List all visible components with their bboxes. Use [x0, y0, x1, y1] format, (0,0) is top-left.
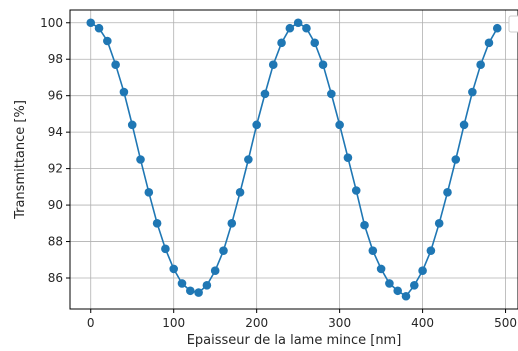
x-tick-label: 100	[162, 316, 185, 330]
data-point	[434, 219, 444, 228]
data-point	[136, 155, 145, 164]
data-point	[401, 291, 411, 301]
series-line	[90, 21, 498, 298]
data-point	[310, 38, 320, 48]
data-point	[426, 246, 436, 255]
data-point	[111, 60, 120, 69]
data-point	[285, 23, 295, 33]
y-tick-label: 90	[48, 198, 63, 212]
x-tick-label: 300	[328, 316, 351, 330]
data-point	[194, 288, 203, 297]
data-point	[177, 279, 187, 288]
y-tick-label: 92	[48, 162, 63, 176]
data-point	[368, 246, 378, 255]
data-point	[219, 246, 228, 255]
data-point	[302, 23, 311, 33]
y-axis-ticks: 86 88 90 92 94 96 98 100	[40, 16, 70, 285]
data-point	[277, 38, 286, 48]
x-tick-label: 400	[411, 316, 434, 330]
x-tick-label: 500	[494, 316, 517, 330]
data-point	[476, 60, 485, 69]
data-point	[268, 60, 278, 69]
y-tick-label: 98	[48, 52, 63, 66]
data-point	[260, 89, 270, 99]
data-point	[161, 244, 170, 254]
data-point	[343, 153, 353, 162]
data-point	[484, 38, 494, 48]
data-point	[385, 279, 394, 288]
data-point	[293, 18, 303, 28]
data-point	[185, 286, 195, 296]
data-point	[318, 60, 328, 69]
data-point	[244, 155, 253, 164]
x-axis-ticks: 0 100 200 300 400 500	[87, 309, 517, 330]
data-point	[152, 219, 162, 228]
data-point	[252, 120, 261, 130]
data-point	[94, 23, 104, 33]
data-point	[418, 266, 427, 276]
y-tick-label: 94	[48, 125, 63, 139]
x-tick-label: 0	[87, 316, 95, 330]
data-point	[492, 23, 502, 33]
y-axis-label: Transmittance [%]	[13, 100, 28, 220]
data-point	[210, 266, 220, 276]
data-point	[169, 264, 179, 274]
data-point	[409, 280, 419, 290]
data-point	[351, 186, 361, 195]
series-markers-layer	[86, 18, 502, 301]
data-point	[459, 120, 469, 130]
data-point	[468, 87, 477, 97]
data-point	[227, 219, 237, 228]
data-point	[360, 220, 369, 230]
x-tick-label: 200	[245, 316, 268, 330]
y-tick-label: 86	[48, 271, 63, 285]
data-point	[127, 120, 137, 130]
y-tick-label: 88	[48, 235, 63, 249]
data-point	[443, 188, 452, 197]
data-point	[335, 120, 344, 130]
data-point	[376, 264, 386, 274]
data-point	[235, 188, 245, 197]
data-point	[86, 18, 96, 28]
y-tick-label: 100	[40, 16, 63, 30]
data-point	[202, 280, 212, 290]
data-point	[393, 286, 403, 296]
data-point	[327, 89, 336, 99]
data-point	[103, 36, 112, 46]
x-axis-label: Epaisseur de la lame mince [nm]	[187, 333, 402, 348]
data-point	[119, 87, 129, 97]
data-point	[144, 188, 154, 197]
data-point	[451, 155, 461, 164]
plot-frame	[69, 9, 518, 310]
series-line-layer	[90, 21, 498, 298]
legend-box	[508, 15, 518, 33]
y-tick-label: 96	[48, 89, 63, 103]
